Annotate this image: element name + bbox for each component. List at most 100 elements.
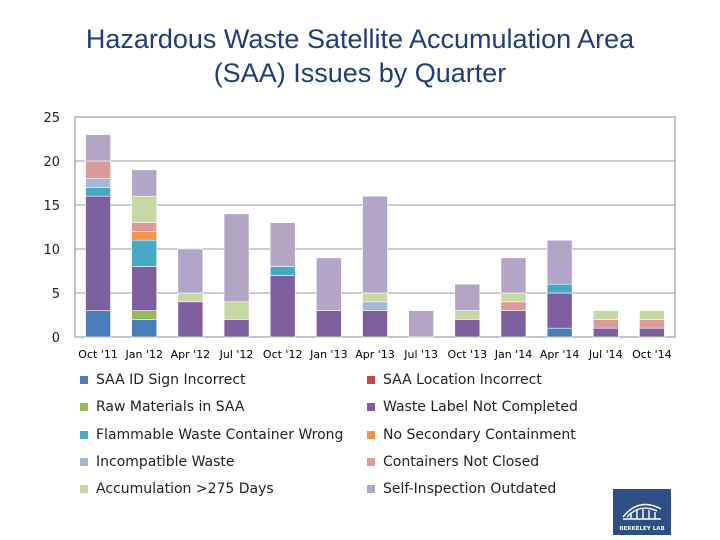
bar-segment-saa_id-1	[131, 319, 158, 338]
y-tick-label-5: 5	[52, 287, 60, 302]
bar-segment-accumulation-6	[362, 292, 388, 303]
x-tick-label-12: Oct '14	[632, 348, 672, 361]
logo-arc-inner	[626, 507, 658, 518]
bar-segment-secondary-1	[131, 231, 158, 241]
bar-segment-accumulation-2	[177, 292, 204, 303]
bar-segment-waste_label-3	[223, 319, 250, 338]
legend-label-self-inspection: Self-Inspection Outdated	[383, 481, 557, 497]
legend-swatch-raw-materials	[80, 403, 88, 411]
bar-segment-accumulation-12	[639, 310, 665, 320]
bar-segment-waste_label-1	[131, 266, 158, 311]
bar-segment-containers-11	[592, 319, 619, 329]
legend-label-waste-label: Waste Label Not Completed	[383, 399, 578, 415]
x-tick-label-11: Jul '14	[588, 348, 623, 361]
y-tick-label-20: 20	[43, 155, 60, 170]
bar-segment-containers-12	[639, 319, 665, 329]
x-tick-label-0: Oct '11	[78, 348, 118, 361]
bar-segment-flammable-4	[269, 266, 296, 276]
bar-segment-accumulation-11	[592, 310, 619, 320]
bar-segment-self_inspection-9	[500, 257, 527, 294]
bar-segment-flammable-10	[546, 283, 573, 294]
bar-segment-raw_materials-1	[131, 310, 158, 320]
logo-text: BERKELEY LAB	[619, 526, 664, 532]
legend-swatch-saa-id	[80, 376, 88, 384]
bar-segment-incompatible-6	[362, 301, 388, 311]
legend-item-incompatible: Incompatible Waste	[80, 454, 235, 470]
legend-label-saa-id: SAA ID Sign Incorrect	[96, 372, 246, 388]
bar-segment-waste_label-9	[500, 310, 527, 338]
bar-segment-waste_label-8	[454, 319, 481, 338]
x-tick-label-4: Oct '12	[263, 348, 303, 361]
bar-segment-flammable-0	[85, 187, 111, 197]
legend-swatch-flammable	[80, 431, 88, 439]
legend-item-accumulation: Accumulation >275 Days	[80, 481, 274, 497]
bar-segment-self_inspection-7	[408, 310, 434, 338]
legend-item-self-inspection: Self-Inspection Outdated	[367, 481, 556, 497]
bar-segment-waste_label-4	[269, 275, 296, 338]
legend-swatch-self-inspection	[367, 485, 375, 493]
bar-segment-self_inspection-10	[546, 239, 573, 285]
y-tick-label-25: 25	[43, 111, 60, 126]
legend-swatch-accumulation	[80, 485, 88, 493]
bar-segment-accumulation-1	[131, 195, 158, 223]
bar-segment-containers-9	[500, 301, 527, 311]
legend-item-saa-location: SAA Location Incorrect	[367, 372, 542, 388]
x-tick-label-3: Jul '12	[219, 348, 254, 361]
legend-swatch-saa-location	[367, 376, 375, 384]
legend-label-secondary: No Secondary Containment	[383, 427, 576, 443]
lab-building-icon	[622, 503, 662, 520]
bar-segment-flammable-1	[131, 239, 158, 267]
x-tick-label-2: Apr '12	[171, 348, 211, 361]
x-tick-label-6: Apr '13	[355, 348, 395, 361]
chart-title: Hazardous Waste Satellite Accumulation A…	[0, 22, 720, 90]
bar-segment-self_inspection-5	[316, 257, 342, 311]
bar-segment-self_inspection-4	[269, 222, 296, 267]
berkeley-lab-logo: BERKELEY LAB	[613, 489, 671, 535]
legend-swatch-incompatible	[80, 458, 88, 466]
legend-label-accumulation: Accumulation >275 Days	[96, 481, 274, 497]
logo-arc-outer	[622, 503, 662, 518]
legend-item-secondary: No Secondary Containment	[367, 427, 576, 443]
bar-segment-waste_label-6	[362, 310, 388, 338]
bar-segment-accumulation-3	[223, 301, 250, 320]
bar-segment-incompatible-0	[85, 178, 111, 188]
legend-label-containers: Containers Not Closed	[383, 454, 540, 470]
bar-segment-self_inspection-2	[177, 248, 204, 294]
legend-item-saa-id: SAA ID Sign Incorrect	[80, 372, 246, 388]
bar-segment-self_inspection-6	[362, 195, 388, 294]
x-tick-label-1: Jan '12	[124, 348, 162, 361]
chart-title-line-2: (SAA) Issues by Quarter	[213, 58, 507, 88]
legend-item-flammable: Flammable Waste Container Wrong	[80, 427, 343, 443]
legend-swatch-containers	[367, 458, 375, 466]
legend-swatch-waste-label	[367, 403, 375, 411]
bar-segment-waste_label-0	[85, 195, 111, 311]
bar-segment-waste_label-5	[316, 310, 342, 338]
legend-label-incompatible: Incompatible Waste	[96, 454, 235, 470]
bar-segment-waste_label-10	[546, 292, 573, 329]
x-tick-label-9: Jan '14	[494, 348, 532, 361]
x-tick-label-8: Oct '13	[448, 348, 488, 361]
bar-segment-self_inspection-8	[454, 283, 481, 311]
y-tick-label-15: 15	[43, 199, 60, 214]
bar-segment-saa_id-0	[85, 310, 111, 338]
legend-label-raw-materials: Raw Materials in SAA	[96, 399, 245, 415]
bar-segment-waste_label-12	[639, 327, 665, 338]
legend-item-containers: Containers Not Closed	[367, 454, 539, 470]
bar-segment-self_inspection-0	[85, 134, 111, 162]
y-tick-label-10: 10	[43, 243, 60, 258]
chart-title-line-1: Hazardous Waste Satellite Accumulation A…	[85, 24, 635, 54]
legend-label-saa-location: SAA Location Incorrect	[383, 372, 542, 388]
x-tick-label-5: Jan '13	[309, 348, 347, 361]
legend-item-waste-label: Waste Label Not Completed	[367, 399, 578, 415]
legend-label-flammable: Flammable Waste Container Wrong	[96, 427, 344, 443]
bar-segment-containers-0	[85, 160, 111, 179]
bar-segment-containers-1	[131, 222, 158, 232]
y-tick-label-0: 0	[52, 331, 60, 346]
x-tick-label-10: Apr '14	[540, 348, 580, 361]
bar-segment-self_inspection-1	[131, 169, 158, 197]
legend-item-raw-materials: Raw Materials in SAA	[80, 399, 244, 415]
bar-segment-saa_id-10	[546, 327, 573, 338]
bar-segment-waste_label-11	[592, 327, 619, 338]
stacked-bar-chart: 0 5 10 15 20 25 Oct '11 Jan '12 Apr '12 Jul '12 Oc…	[43, 111, 676, 361]
legend-swatch-secondary	[367, 431, 375, 439]
